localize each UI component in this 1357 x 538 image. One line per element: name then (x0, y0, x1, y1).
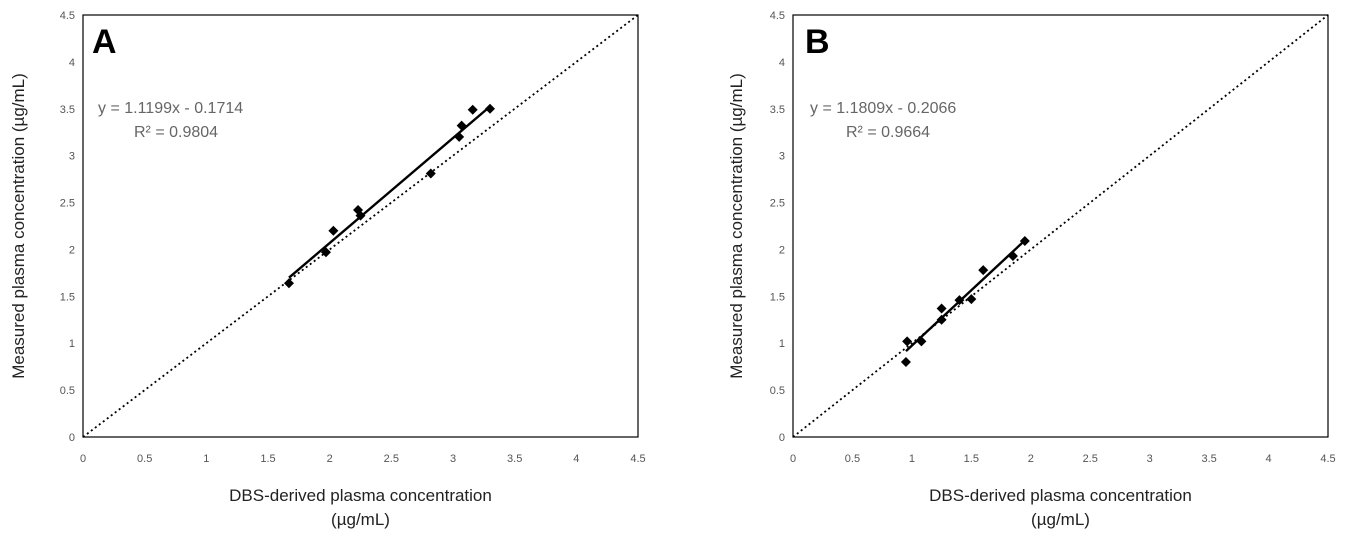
identity-line (792, 14, 1329, 438)
data-point (916, 336, 927, 347)
y-axis-title: Measured plasma concentration (µg/mL) (9, 73, 28, 379)
x-tick-label: 4 (1265, 453, 1271, 465)
y-tick-label: 4 (779, 57, 785, 69)
panel-label: B (805, 23, 830, 61)
y-axis-title: Measured plasma concentration (µg/mL) (727, 73, 746, 379)
x-axis-title: DBS-derived plasma concentration (929, 486, 1192, 505)
data-point (900, 356, 911, 367)
y-tick-label: 3 (779, 151, 785, 163)
x-tick-label: 3 (1147, 453, 1153, 465)
x-tick-label: 4.5 (1320, 453, 1335, 465)
x-tick-label: 0.5 (137, 453, 152, 465)
x-tick-label: 1.5 (964, 453, 979, 465)
x-tick-label: 2.5 (384, 453, 399, 465)
x-tick-label: 2 (327, 453, 333, 465)
regression-equation: y = 1.1809x - 0.2066 (810, 100, 956, 117)
data-point (485, 103, 495, 114)
r-squared-label: R² = 0.9664 (846, 124, 930, 141)
data-point (467, 104, 478, 115)
x-tick-label: 1.5 (260, 453, 275, 465)
panel-label: A (92, 23, 117, 61)
x-tick-label: 2.5 (1083, 453, 1098, 465)
data-point (355, 210, 366, 221)
data-point (328, 225, 339, 236)
y-tick-label: 2.5 (770, 198, 785, 210)
data-point (954, 295, 965, 306)
y-tick-label: 1 (779, 338, 785, 350)
data-point (936, 314, 947, 325)
y-tick-label: 0 (779, 432, 785, 444)
y-tick-label: 4 (69, 57, 75, 69)
y-tick-label: 4.5 (770, 10, 785, 22)
x-tick-label: 2 (1028, 453, 1034, 465)
data-point (1007, 251, 1018, 262)
x-axis-unit: (µg/mL) (1031, 510, 1090, 529)
trend-line (288, 105, 491, 279)
y-tick-label: 1.5 (770, 291, 785, 303)
data-point (978, 265, 989, 276)
chart-panel-b: 0 0.5 1 1.5 2 2.5 3 3.5 4 4.5 0 0.5 1 1.5 2 2.5 3 3.5 4 4.… (727, 10, 1336, 529)
y-tick-label: 4.5 (60, 10, 75, 22)
trend-line (905, 239, 1026, 353)
data-point (456, 120, 467, 131)
x-tick-label: 4.5 (630, 453, 645, 465)
x-tick-label: 3.5 (1201, 453, 1216, 465)
data-point (966, 294, 977, 305)
x-tick-label: 3.5 (507, 453, 522, 465)
y-tick-label: 2 (779, 244, 785, 256)
y-tick-label: 3.5 (770, 104, 785, 116)
x-tick-label: 3 (450, 453, 456, 465)
y-tick-label: 3 (69, 151, 75, 163)
x-tick-label: 0 (80, 453, 86, 465)
x-axis-title: DBS-derived plasma concentration (229, 486, 492, 505)
identity-line (82, 14, 639, 438)
r-squared-label: R² = 0.9804 (134, 124, 218, 141)
data-point (1019, 236, 1030, 247)
x-axis-unit: (µg/mL) (331, 510, 390, 529)
data-point (320, 247, 331, 258)
data-point (936, 303, 947, 314)
data-point (902, 336, 913, 347)
plot-frame (82, 14, 639, 438)
y-tick-label: 2.5 (60, 198, 75, 210)
data-point (454, 131, 465, 142)
x-tick-label: 1 (203, 453, 209, 465)
x-tick-label: 0.5 (845, 453, 860, 465)
x-tick-label: 1 (909, 453, 915, 465)
x-tick-label: 4 (573, 453, 579, 465)
regression-equation: y = 1.1199x - 0.1714 (98, 100, 243, 117)
y-tick-label: 3.5 (60, 104, 75, 116)
x-tick-label: 0 (790, 453, 796, 465)
y-tick-label: 0.5 (60, 385, 75, 397)
y-tick-label: 0 (69, 432, 75, 444)
chart-panel-a: 0 0.5 1 1.5 2 2.5 3 3.5 4 4.5 0 0.5 1 1.5 2 2.5 3 3.5 4 4.… (9, 10, 646, 529)
y-tick-label: 2 (69, 244, 75, 256)
data-point (283, 278, 294, 289)
y-tick-label: 1.5 (60, 291, 75, 303)
y-tick-label: 1 (69, 338, 75, 350)
data-point (425, 168, 436, 179)
plot-frame (792, 14, 1329, 438)
y-tick-label: 0.5 (770, 385, 785, 397)
